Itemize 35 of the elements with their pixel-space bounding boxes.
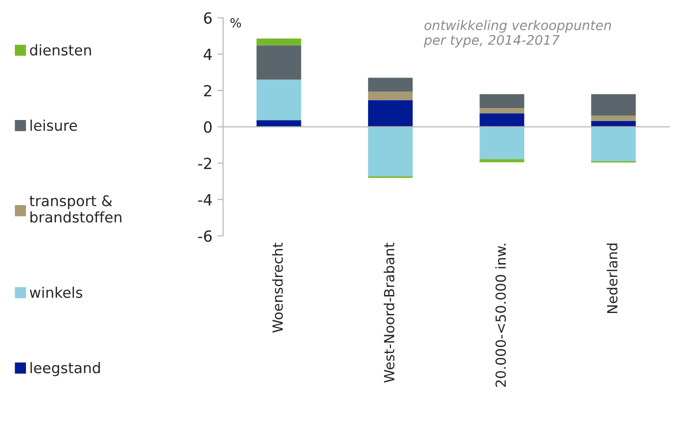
legend-label: winkels (30, 286, 82, 298)
x-tick-label: West-Noord-Brabant (384, 242, 394, 383)
legend-label: transport & brandstoffen (30, 195, 122, 223)
bar (480, 126, 524, 160)
bar (256, 38, 302, 46)
y-tick-label: 6 (204, 12, 212, 24)
bar (256, 45, 302, 80)
y-tick-label: -6 (198, 230, 212, 242)
bar (368, 100, 413, 127)
x-tick-label: Nederland (606, 244, 618, 314)
text: ontwikkeling verkooppunten per type, 2014-2017 (424, 20, 611, 48)
legend-label: leegstand (30, 362, 100, 376)
bar (256, 80, 302, 120)
bar (591, 126, 636, 162)
bar (368, 92, 413, 100)
bar (480, 113, 524, 127)
y-tick-label: 2 (204, 84, 212, 96)
legend-label: leisure (30, 120, 77, 131)
bar (591, 120, 636, 127)
bar (480, 108, 524, 114)
bar (480, 94, 524, 108)
bar (256, 120, 302, 127)
bar (368, 126, 413, 176)
y-tick-label: -4 (198, 194, 212, 206)
x-tick-label: Woensdrecht (272, 242, 283, 333)
x-tick-label: 20.000-<50.000 inw. (495, 244, 506, 387)
y-axis-title: % (230, 18, 241, 28)
y-tick-label: 0 (204, 121, 212, 133)
bar (591, 94, 636, 116)
bar (480, 159, 524, 162)
legend-label: diensten (30, 44, 91, 56)
y-tick-label: -2 (198, 158, 212, 169)
bar (368, 78, 413, 92)
bar (591, 116, 636, 121)
y-tick-label: 4 (204, 48, 212, 60)
